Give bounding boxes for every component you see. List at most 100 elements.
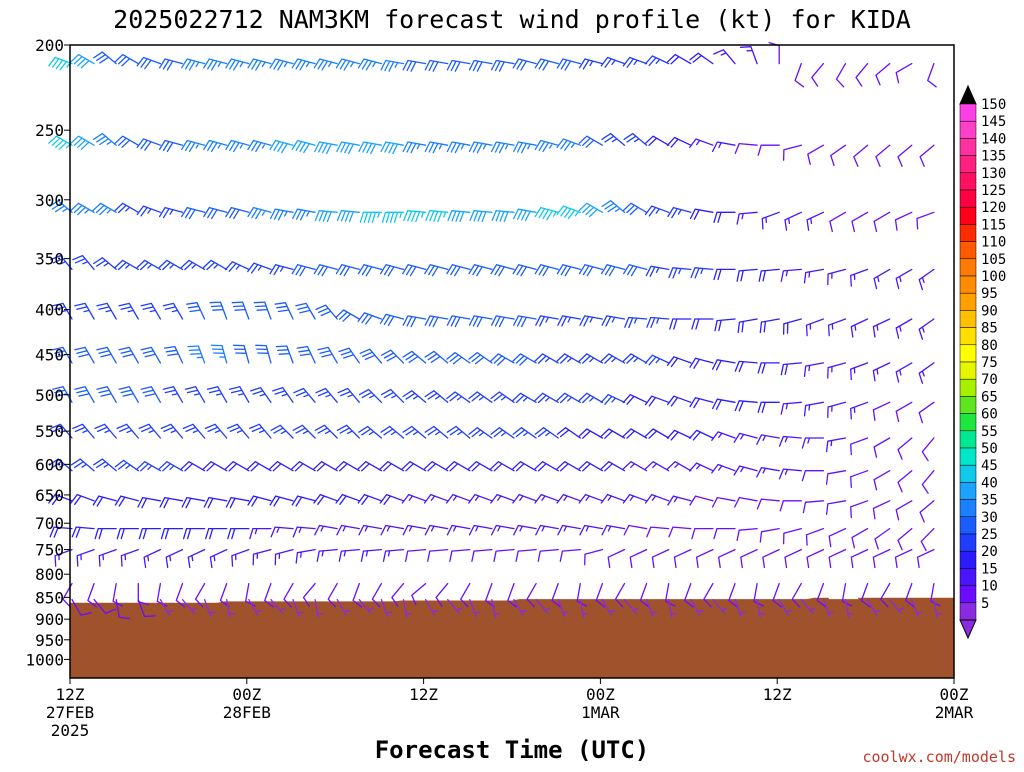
wind-barb <box>673 548 692 569</box>
wind-barb-stroke <box>578 58 604 70</box>
wind-barb-stroke <box>853 144 869 167</box>
wind-barb <box>96 346 117 364</box>
wind-barb-stroke <box>873 470 891 491</box>
wind-barb <box>94 423 117 439</box>
wind-barb <box>623 598 639 615</box>
wind-barb-stroke <box>402 264 427 277</box>
wind-barb <box>360 548 383 562</box>
wind-barb-stroke <box>534 461 559 472</box>
wind-barb-stroke <box>468 391 493 403</box>
wind-barb-stroke <box>622 461 648 472</box>
y-tick-label: 750 <box>35 541 64 560</box>
wind-barb-stroke <box>114 495 139 507</box>
wind-barb-stroke <box>512 58 537 71</box>
wind-barb-stroke <box>379 264 405 277</box>
wind-barb-stroke <box>691 318 714 330</box>
wind-barb <box>295 302 316 320</box>
wind-barb-stroke <box>138 527 162 540</box>
wind-barb-stroke <box>181 58 206 71</box>
wind-barb <box>468 524 493 536</box>
wind-barb-stroke <box>490 524 515 536</box>
wind-barb <box>515 548 537 562</box>
wind-barb-stroke <box>614 582 626 608</box>
colorbar-swatch <box>959 516 977 535</box>
wind-barb <box>644 395 670 407</box>
wind-barb-stroke <box>424 390 449 403</box>
wind-barb-stroke <box>600 493 626 504</box>
wind-barb <box>205 527 228 540</box>
wind-barb-stroke <box>889 598 905 615</box>
wind-barb <box>275 345 294 364</box>
wind-barb-stroke <box>703 582 714 608</box>
wind-barb-stroke <box>850 437 869 456</box>
wind-barb-stroke <box>507 582 517 608</box>
wind-barb <box>512 493 537 504</box>
wind-barb-stroke <box>336 210 360 223</box>
wind-barb-stroke <box>380 349 405 364</box>
wind-barb <box>71 598 92 616</box>
wind-barb <box>916 211 935 230</box>
wind-barb-stroke <box>828 548 847 569</box>
wind-barb-stroke <box>622 428 648 439</box>
wind-barb <box>403 210 427 223</box>
wind-barb-stroke <box>851 527 869 549</box>
wind-barb-stroke <box>160 423 184 439</box>
wind-barb <box>120 548 139 567</box>
wind-barb-stroke <box>559 548 581 562</box>
wind-barb <box>803 268 825 284</box>
wind-barb-stroke <box>335 309 360 322</box>
wind-barb-stroke <box>382 548 405 562</box>
wind-barb-stroke <box>187 548 206 569</box>
wind-barb-stroke <box>666 429 692 441</box>
wind-barb-stroke <box>116 423 139 439</box>
wind-barb <box>49 526 73 538</box>
wind-barb-stroke <box>825 437 847 453</box>
wind-barb-stroke <box>557 598 569 618</box>
wind-barb <box>224 461 250 472</box>
wind-barb-stroke <box>72 423 95 439</box>
wind-barb-stroke <box>668 526 692 538</box>
wind-barb <box>112 582 124 607</box>
wind-barb-stroke <box>402 141 427 154</box>
wind-barb <box>233 344 250 364</box>
wind-barb-stroke <box>526 582 537 608</box>
colorbar-label: 75 <box>981 355 998 371</box>
wind-barb-stroke <box>807 144 825 165</box>
wind-barb <box>435 582 449 607</box>
wind-barb <box>52 346 73 364</box>
wind-barb <box>468 461 493 472</box>
wind-barb <box>782 527 802 545</box>
wind-barb <box>314 524 338 536</box>
colorbar-swatch <box>959 241 977 260</box>
wind-barb <box>114 495 139 507</box>
wind-barb-stroke <box>711 141 736 153</box>
wind-barb <box>379 493 405 505</box>
wind-barb <box>780 362 802 376</box>
wind-barb-stroke <box>850 470 869 488</box>
wind-barb <box>352 582 363 608</box>
wind-barb-stroke <box>683 582 694 608</box>
wind-barb-stroke <box>250 386 272 403</box>
wind-barb-stroke <box>600 353 626 364</box>
wind-barb-stroke <box>115 598 131 620</box>
wind-barb-stroke <box>919 144 935 167</box>
wind-barb-stroke <box>827 318 847 337</box>
wind-barb-stroke <box>379 313 405 326</box>
wind-barb-stroke <box>165 548 184 569</box>
wind-barb <box>711 359 736 371</box>
wind-barb <box>357 264 383 277</box>
wind-barb-stroke <box>92 202 117 216</box>
wind-barb <box>468 427 493 439</box>
wind-barb-stroke <box>513 315 537 328</box>
wind-barb <box>644 354 670 366</box>
wind-barb <box>359 348 383 364</box>
wind-barb <box>336 598 350 616</box>
colorbar-label: 80 <box>981 338 998 354</box>
wind-barb <box>314 210 338 223</box>
wind-barb <box>379 461 405 472</box>
wind-barb <box>302 582 316 607</box>
wind-barb-stroke <box>772 582 783 608</box>
wind-barb-stroke <box>841 582 853 607</box>
wind-barb-stroke <box>424 264 449 277</box>
wind-barb-stroke <box>576 582 588 607</box>
